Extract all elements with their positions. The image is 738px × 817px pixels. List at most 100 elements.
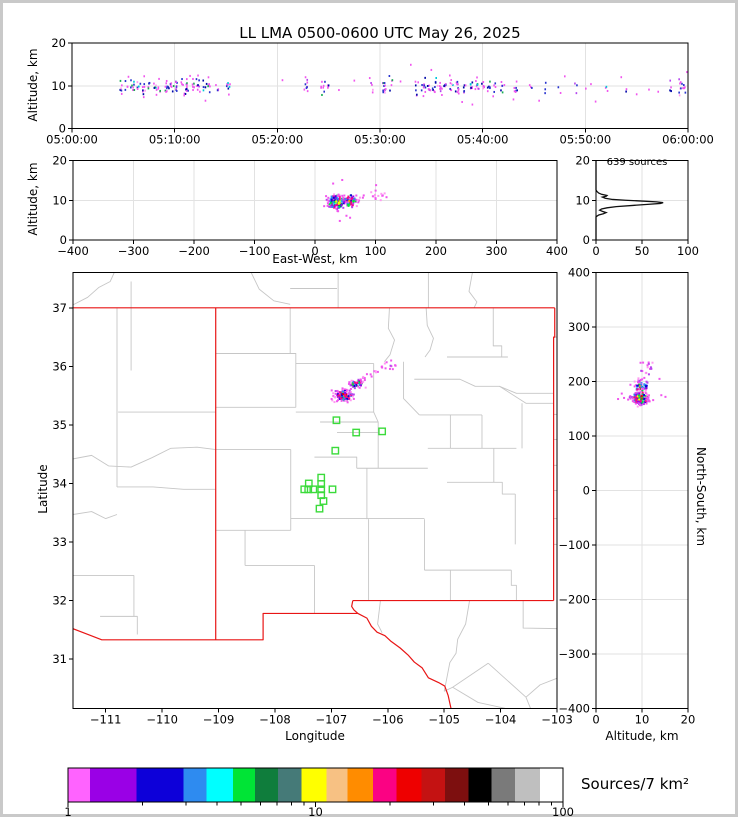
tick-label: 06:00:00 <box>662 133 714 147</box>
county-border-line <box>452 686 506 709</box>
county-border-line <box>525 697 531 709</box>
ew-panel-ylabel: Altitude, km <box>26 162 40 236</box>
tick-label: 10 <box>575 193 590 207</box>
tick-label: 35 <box>52 418 67 432</box>
county-border-line <box>73 272 115 306</box>
colorbar-segment <box>468 768 492 802</box>
tick-label: −106 <box>372 712 404 726</box>
tick-label: 05:30:00 <box>354 133 406 147</box>
lma-station-marker <box>378 427 387 436</box>
tick-label: −107 <box>316 712 348 726</box>
county-border-line <box>499 385 554 404</box>
tick-label: −105 <box>428 712 460 726</box>
tick-label: −200 <box>178 244 210 258</box>
lma-station-marker <box>317 473 326 482</box>
county-border-line <box>73 446 216 468</box>
lma-station-marker <box>317 480 326 488</box>
lma-station-marker <box>300 485 309 494</box>
tick-label: −300 <box>118 244 150 258</box>
tick-label: 20 <box>51 36 66 50</box>
tick-label: 0 <box>592 244 599 258</box>
tick-label: 0 <box>592 712 599 726</box>
lma-station-marker <box>331 446 340 455</box>
colorbar-segment <box>89 768 137 802</box>
tick-label: 300 <box>568 320 590 334</box>
tick-label: 33 <box>52 535 67 549</box>
map-panel: −111 −110 −109 −108 −107 −106 −105 −104 −103 31 32… <box>52 272 573 726</box>
colorbar-segment <box>372 768 397 802</box>
tick-label: 100 <box>677 244 699 258</box>
county-border-line <box>289 307 297 408</box>
tick-label: 50 <box>635 244 650 258</box>
county-border-line <box>443 600 471 692</box>
tick-label: −111 <box>90 712 122 726</box>
tick-label: 10 <box>635 712 650 726</box>
tick-label: 20 <box>681 712 696 726</box>
tick-label: −100 <box>239 244 271 258</box>
figure-title: LL LMA 0500-0600 UTC May 26, 2025 <box>239 24 521 42</box>
county-border-line <box>525 677 557 698</box>
county-border-line <box>468 272 478 309</box>
lma-station-marker <box>304 485 313 494</box>
tick-label: −200 <box>558 592 590 606</box>
altitude-histogram-panel: 0 50 100 0 10 20 <box>575 154 699 259</box>
colorbar-segment <box>183 768 207 802</box>
county-border-line <box>377 600 383 633</box>
county-border-line <box>384 307 395 362</box>
colorbar-segment <box>68 768 90 802</box>
tick-label: 31 <box>52 652 67 666</box>
tick-label: 0 <box>59 122 66 136</box>
tick-label: 100 <box>568 429 590 443</box>
county-border-line <box>424 307 434 358</box>
ew-panel-xlabel: East-West, km <box>272 252 358 266</box>
sources-count-annotation: 639 sources <box>606 157 668 168</box>
colorbar-segment <box>421 768 446 802</box>
county-border-line <box>373 411 379 469</box>
colorbar-segment <box>491 768 515 802</box>
colorbar-segment <box>255 768 278 802</box>
county-border-line <box>133 575 138 635</box>
tick-label: −110 <box>146 712 178 726</box>
tick-label: 05:40:00 <box>457 133 509 147</box>
lma-station-marker <box>319 497 328 505</box>
colorbar: 1 10 100 <box>64 767 574 817</box>
tick-label: 400 <box>546 244 568 258</box>
tick-label: 400 <box>568 266 590 280</box>
tick-label: −100 <box>558 538 590 552</box>
state-border-line <box>351 600 359 614</box>
tick-label: 10 <box>51 79 66 93</box>
colorbar-segment <box>232 768 256 802</box>
tick-label: 05:00:00 <box>46 133 98 147</box>
tick-label: 200 <box>425 244 447 258</box>
county-border-line <box>492 307 503 358</box>
tick-label: −108 <box>259 712 291 726</box>
lma-station-marker <box>315 504 324 513</box>
tick-label: 0 <box>583 233 590 247</box>
tick-label: −109 <box>203 712 235 726</box>
colorbar-segment <box>206 768 233 802</box>
county-border-line <box>522 600 557 630</box>
colorbar-tick-label: 10 <box>308 805 323 817</box>
colorbar-segment <box>136 768 184 802</box>
county-border-line <box>250 272 291 305</box>
tick-label: 10 <box>52 193 67 207</box>
tick-label: 32 <box>52 594 67 608</box>
tick-label: −104 <box>485 712 517 726</box>
colorbar-segment <box>326 768 348 802</box>
tick-label: 05:20:00 <box>252 133 304 147</box>
lma-station-marker <box>309 485 318 494</box>
tick-label: 300 <box>486 244 508 258</box>
lma-station-marker <box>352 428 361 437</box>
county-border-line <box>314 456 358 469</box>
county-border-line <box>443 662 489 692</box>
tick-label: 0 <box>60 233 67 247</box>
county-border-line <box>510 570 517 601</box>
tick-label: 200 <box>568 375 590 389</box>
tick-label: −103 <box>541 712 573 726</box>
north-south-height-panel: 0 10 20 −400 −300 −200 −100 0 100 200 300 400 <box>558 266 695 727</box>
lma-station-marker <box>328 485 337 494</box>
tick-label: 20 <box>575 154 590 168</box>
ns-panel-xlabel: Altitude, km <box>605 729 679 743</box>
